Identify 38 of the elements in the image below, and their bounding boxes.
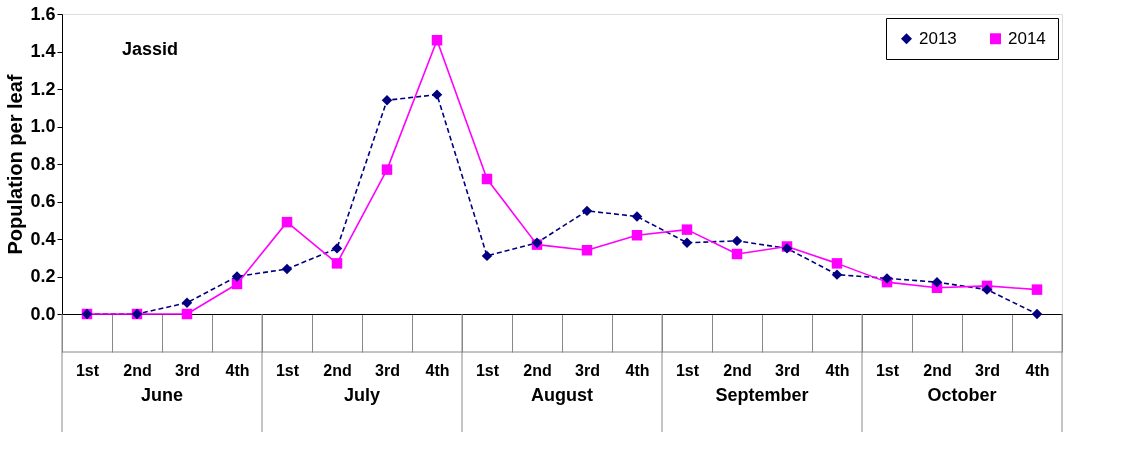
y-tick-label: 1.2	[30, 78, 56, 99]
x-tick-label: 2nd	[123, 361, 152, 379]
legend-label: 2013	[919, 28, 957, 48]
x-tick-label: 2nd	[723, 361, 752, 379]
text: June	[140, 385, 184, 405]
y-tick-label: 0.6	[30, 191, 56, 211]
x-tick-label: 3rd	[175, 361, 200, 379]
y-tick-label: 0.0	[30, 303, 56, 324]
x-tick-label: 4th	[825, 361, 850, 379]
legend-label: 2014	[1008, 28, 1046, 48]
y-tick-label: 1.0	[30, 116, 56, 136]
x-tick-label: 2nd	[923, 361, 952, 379]
annotation: Jassid	[122, 39, 179, 59]
x-tick-label: 4th	[625, 361, 650, 379]
x-tick-label: 2nd	[523, 361, 552, 379]
x-tick-label: 3rd	[375, 361, 400, 379]
y-tick-label: 0.8	[30, 153, 56, 174]
x-tick-label: 4th	[425, 361, 450, 379]
x-tick-label: 3rd	[775, 361, 800, 379]
x-tick-label: 1st	[475, 361, 500, 379]
x-tick-label: 1st	[275, 361, 300, 379]
x-tick-label: 2nd	[323, 361, 352, 379]
x-tick-label: 3rd	[575, 361, 600, 379]
x-tick-label: 4th	[225, 361, 250, 379]
y-tick-label: 1.4	[30, 41, 56, 61]
y-tick-label: 1.6	[30, 3, 56, 24]
y-axis-title: Population per leaf	[4, 74, 27, 255]
y-tick-label: 0.2	[30, 266, 56, 286]
text: July	[343, 385, 381, 405]
text: August	[531, 385, 593, 405]
x-tick-label: 1st	[75, 361, 100, 379]
x-tick-label: 3rd	[975, 361, 1000, 379]
x-tick-label: 1st	[675, 361, 700, 379]
x-tick-label: 4th	[1025, 361, 1050, 379]
text: October	[927, 385, 997, 405]
y-tick-label: 0.4	[30, 228, 56, 249]
x-tick-label: 1st	[875, 361, 900, 379]
text: September	[715, 385, 809, 405]
